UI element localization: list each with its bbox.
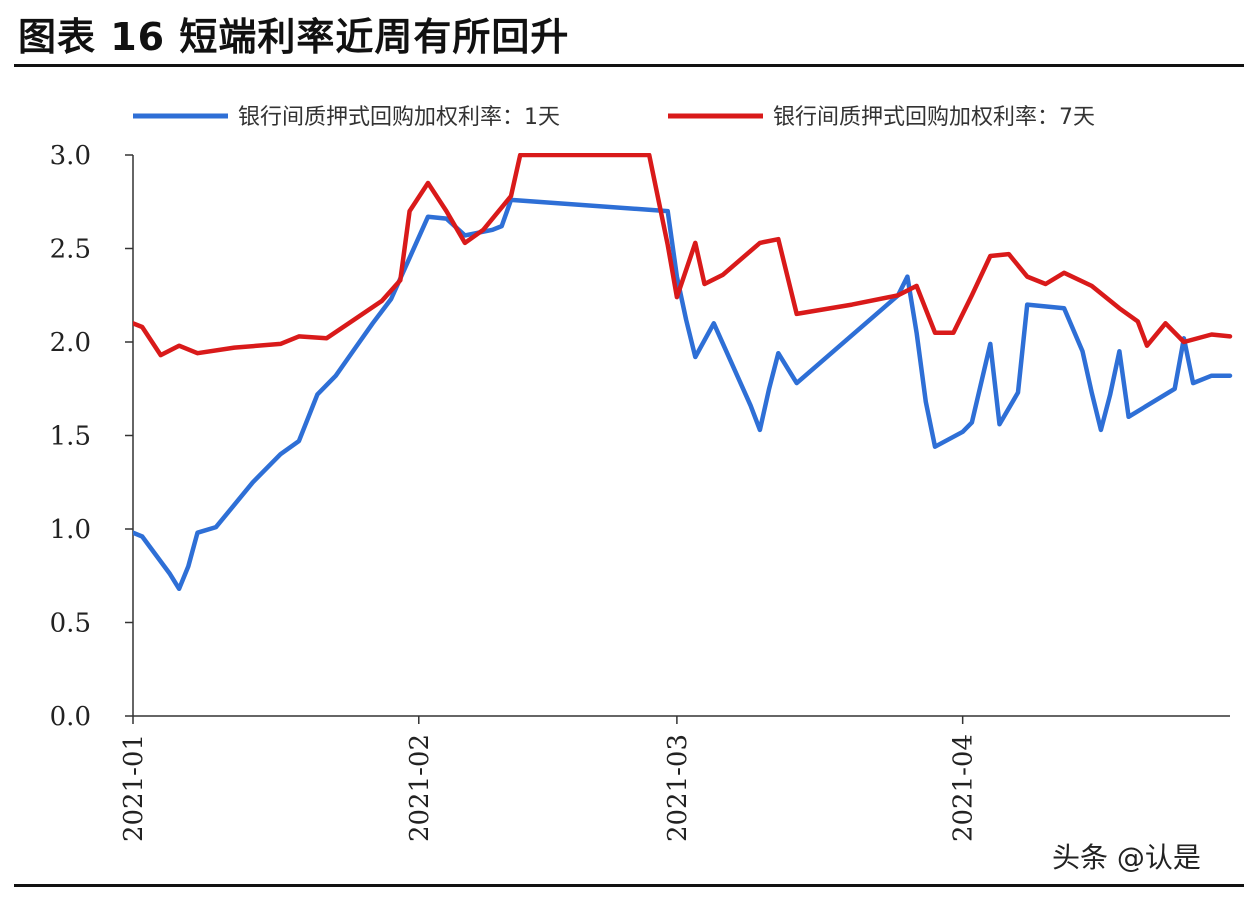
title-underline	[14, 64, 1244, 67]
x-tick-label: 2021-01	[119, 734, 149, 842]
legend-label-7d: 银行间质押式回购加权利率：7天	[773, 105, 1095, 130]
y-tick-label: 0.5	[50, 609, 91, 639]
y-tick-label: 2.5	[50, 235, 91, 265]
legend-label-1d: 银行间质押式回购加权利率：1天	[238, 105, 560, 130]
x-tick-label: 2021-04	[949, 734, 979, 842]
series-line-1d	[133, 197, 1233, 592]
y-tick-label: 3.0	[50, 141, 91, 171]
y-tick-label: 1.0	[50, 515, 91, 545]
watermark: 头条 @认是	[1052, 841, 1201, 874]
y-tick-label: 0.0	[50, 702, 91, 732]
y-tick-label: 1.5	[50, 422, 91, 452]
bottom-divider	[14, 884, 1244, 887]
x-tick-label: 2021-02	[405, 734, 435, 842]
y-tick-label: 2.0	[50, 328, 91, 358]
x-tick-label: 2021-03	[663, 734, 693, 842]
figure-title: 图表 16 短端利率近周有所回升	[18, 15, 570, 59]
series-line-7d	[133, 153, 1233, 358]
